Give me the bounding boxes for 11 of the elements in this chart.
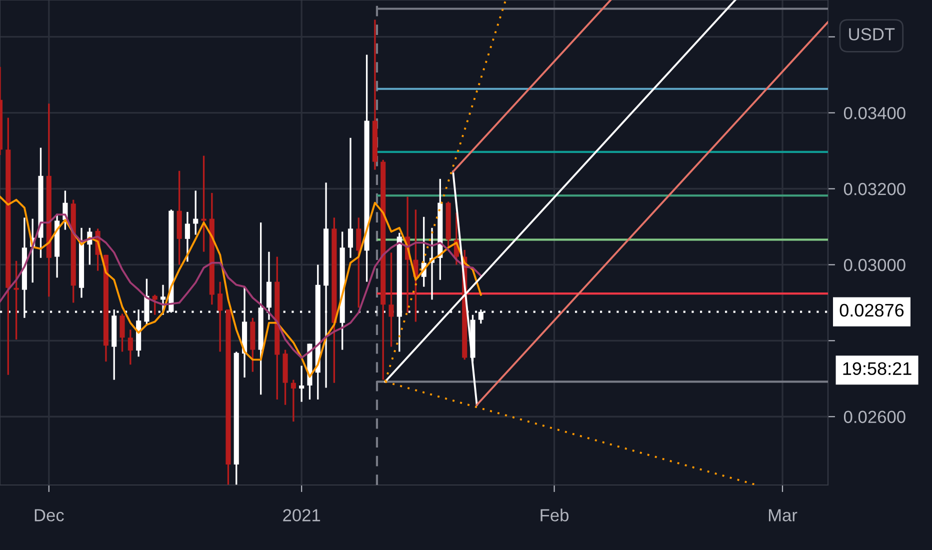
x-tick-label: 2021 [283, 509, 320, 522]
x-tick-label: Dec [34, 509, 64, 522]
ref-line-label: 0.02876 [840, 304, 904, 317]
x-tick-label: Mar [768, 509, 798, 522]
y-tick-label: 0.03200 [844, 182, 906, 196]
text: USDT [849, 28, 895, 40]
y-tick-label: 0.03000 [844, 258, 906, 272]
x-tick-label: Feb [540, 508, 568, 522]
y-tick-label: 0.02600 [844, 410, 906, 424]
y-tick-label: 0.03400 [844, 106, 906, 120]
text: 19:58:21 [843, 362, 912, 375]
